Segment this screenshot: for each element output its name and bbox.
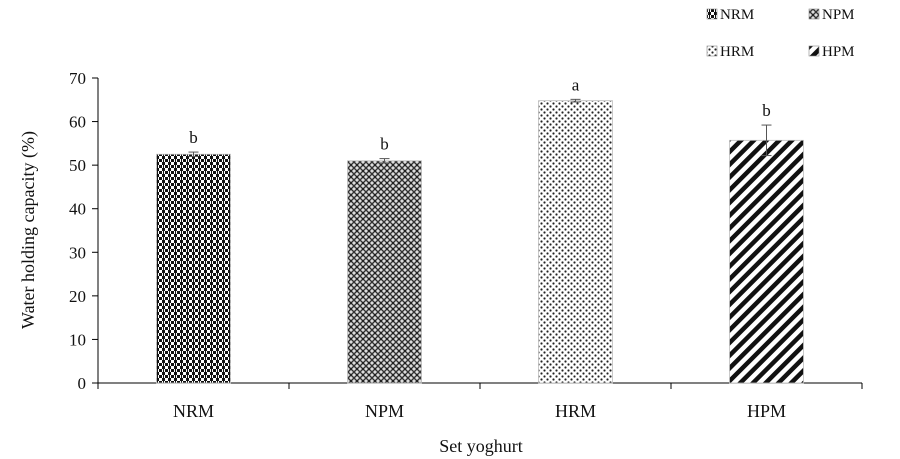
y-tick-label: 70: [69, 69, 86, 88]
bar-nrm: [156, 153, 231, 384]
significance-letter-npm: b: [380, 135, 389, 154]
legend-label-npm: NPM: [822, 7, 855, 23]
significance-letter-hrm: a: [572, 75, 580, 94]
legend-swatch-npm: [808, 8, 820, 20]
x-ticks: [97, 383, 863, 389]
bars: b NRM b NPM a HRM b HPM: [156, 75, 804, 421]
legend-label-hpm: HPM: [822, 44, 855, 60]
y-tick-label: 60: [69, 113, 86, 132]
x-tick-label-nrm: NRM: [173, 401, 214, 421]
significance-letter-hpm: b: [762, 101, 771, 120]
y-tick-label: 0: [78, 374, 87, 393]
y-axis-title: Water holding capacity (%): [18, 131, 39, 329]
legend-swatch-hrm: [706, 45, 718, 57]
legend: NRM NPM HRM HPM: [706, 7, 855, 60]
x-tick-label-hpm: HPM: [747, 401, 786, 421]
bar-hpm: [729, 139, 804, 384]
bar-hrm: [538, 100, 613, 384]
y-ticks: 0 10 20 30 40 50 60 70: [69, 69, 98, 393]
x-tick-label-npm: NPM: [365, 401, 404, 421]
x-axis-title: Set yoghurt: [439, 436, 523, 456]
legend-swatch-nrm: [706, 8, 718, 20]
y-tick-label: 30: [69, 243, 86, 262]
y-tick-label: 10: [69, 330, 86, 349]
legend-label-hrm: HRM: [720, 44, 754, 60]
y-tick-label: 40: [69, 200, 86, 219]
bar-npm: [347, 160, 422, 384]
y-tick-label: 50: [69, 156, 86, 175]
significance-letter-nrm: b: [189, 128, 198, 147]
y-tick-label: 20: [69, 287, 86, 306]
x-tick-label-hrm: HRM: [555, 401, 596, 421]
legend-label-nrm: NRM: [720, 7, 754, 23]
legend-swatch-hpm: [808, 45, 820, 57]
